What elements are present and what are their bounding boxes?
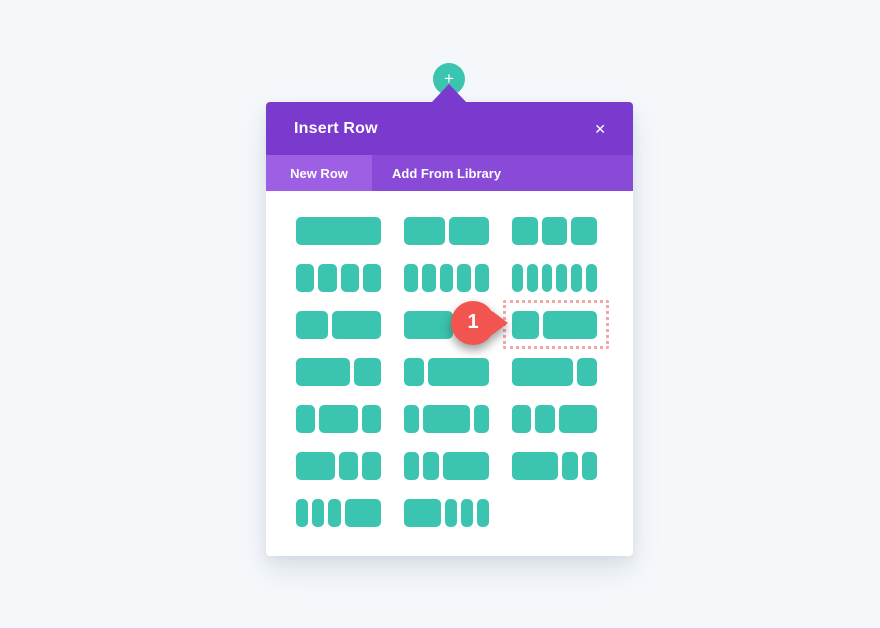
column-block	[444, 499, 457, 527]
column-block	[473, 405, 490, 433]
column-block	[571, 264, 583, 292]
column-block	[296, 217, 381, 245]
modal-header: Insert Row ✕	[266, 102, 633, 155]
column-block	[340, 264, 359, 292]
column-block	[512, 217, 538, 245]
modal-tabbar: New Row Add From Library	[266, 155, 633, 191]
column-block	[512, 405, 532, 433]
column-block	[361, 405, 381, 433]
column-block	[296, 405, 316, 433]
row-layout-option-1-5x5[interactable]	[404, 264, 489, 292]
column-block	[581, 452, 598, 480]
row-layout-option-1-4x4[interactable]	[296, 264, 381, 292]
row-layout-option-1-5+3-5+1-5[interactable]	[404, 405, 490, 433]
row-layout-option-1-6+1-6+1-6+1-2[interactable]	[296, 499, 382, 527]
column-block	[571, 217, 598, 245]
row-layout-option-3-5+1-5+1-5[interactable]	[512, 452, 598, 480]
column-block	[421, 264, 436, 292]
column-block	[404, 217, 445, 245]
row-layout-option-2-3+1-3[interactable]	[296, 358, 381, 386]
insert-row-modal: Insert Row ✕ New Row Add From Library 1	[266, 84, 633, 556]
row-layout-option-1-6x6[interactable]	[512, 264, 597, 292]
column-block	[423, 452, 439, 480]
modal-title: Insert Row	[294, 119, 378, 137]
close-icon: ✕	[594, 120, 606, 137]
row-layout-option-1-2+1-2[interactable]	[404, 217, 489, 245]
column-block	[312, 499, 325, 527]
column-block	[448, 217, 489, 245]
column-block	[296, 264, 315, 292]
column-block	[404, 358, 425, 386]
column-block	[362, 264, 381, 292]
column-block	[404, 452, 420, 480]
modal-body: 1	[266, 191, 633, 556]
column-block	[526, 264, 538, 292]
close-button[interactable]: ✕	[594, 122, 606, 136]
plus-icon: +	[444, 69, 454, 88]
column-block	[404, 499, 441, 527]
column-block	[512, 358, 573, 386]
column-block	[543, 311, 597, 339]
column-block	[428, 358, 489, 386]
column-block	[319, 405, 358, 433]
column-block	[344, 499, 382, 527]
column-block	[476, 499, 490, 527]
column-block	[423, 405, 470, 433]
step-marker-label: 1	[467, 310, 479, 333]
column-block	[404, 264, 418, 292]
row-layout-option-1-2+1-6+1-6+1-6[interactable]	[404, 499, 490, 527]
column-block	[296, 499, 309, 527]
layout-grid: 1	[296, 217, 609, 527]
row-layout-option-1-2+1-4+1-4[interactable]	[296, 452, 381, 480]
row-layout-option-1-3+1-3+1-3[interactable]	[512, 217, 598, 245]
column-block	[439, 264, 454, 292]
tab-new-row[interactable]: New Row	[266, 155, 372, 191]
column-block	[460, 499, 473, 527]
row-layout-option-2-5+3-5[interactable]	[296, 311, 381, 339]
column-block	[586, 264, 597, 292]
column-block	[296, 452, 335, 480]
row-layout-option-1[interactable]	[296, 217, 381, 245]
column-block	[512, 452, 559, 480]
modal-pointer-arrow	[431, 84, 467, 103]
column-block	[404, 405, 420, 433]
column-block	[457, 264, 472, 292]
column-block	[338, 452, 358, 480]
row-layout-option-1-3+2-3[interactable]: 1	[451, 300, 609, 349]
column-block	[328, 499, 341, 527]
step-marker: 1	[451, 301, 495, 345]
row-layout-option-1-5+1-5+3-5[interactable]	[404, 452, 490, 480]
row-layout-option-1-4+3-4[interactable]	[404, 358, 489, 386]
column-block	[556, 264, 568, 292]
column-block	[475, 264, 489, 292]
row-layout-option-1-4+1-2+1-4[interactable]	[296, 405, 381, 433]
column-block	[535, 405, 555, 433]
column-block	[558, 405, 597, 433]
column-block	[512, 311, 539, 339]
column-block	[442, 452, 490, 480]
column-block	[361, 452, 381, 480]
row-layout-option-1-4+1-4+1-2[interactable]	[512, 405, 597, 433]
tab-add-from-library[interactable]: Add From Library	[392, 165, 502, 181]
column-block	[332, 311, 381, 339]
row-layout-option-3-4+1-4[interactable]	[512, 358, 597, 386]
column-block	[296, 358, 350, 386]
column-block	[541, 264, 553, 292]
column-block	[296, 311, 329, 339]
column-block	[576, 358, 597, 386]
column-block	[512, 264, 523, 292]
column-block	[354, 358, 381, 386]
column-block	[318, 264, 337, 292]
column-block	[541, 217, 568, 245]
column-block	[404, 311, 453, 339]
column-block	[562, 452, 578, 480]
